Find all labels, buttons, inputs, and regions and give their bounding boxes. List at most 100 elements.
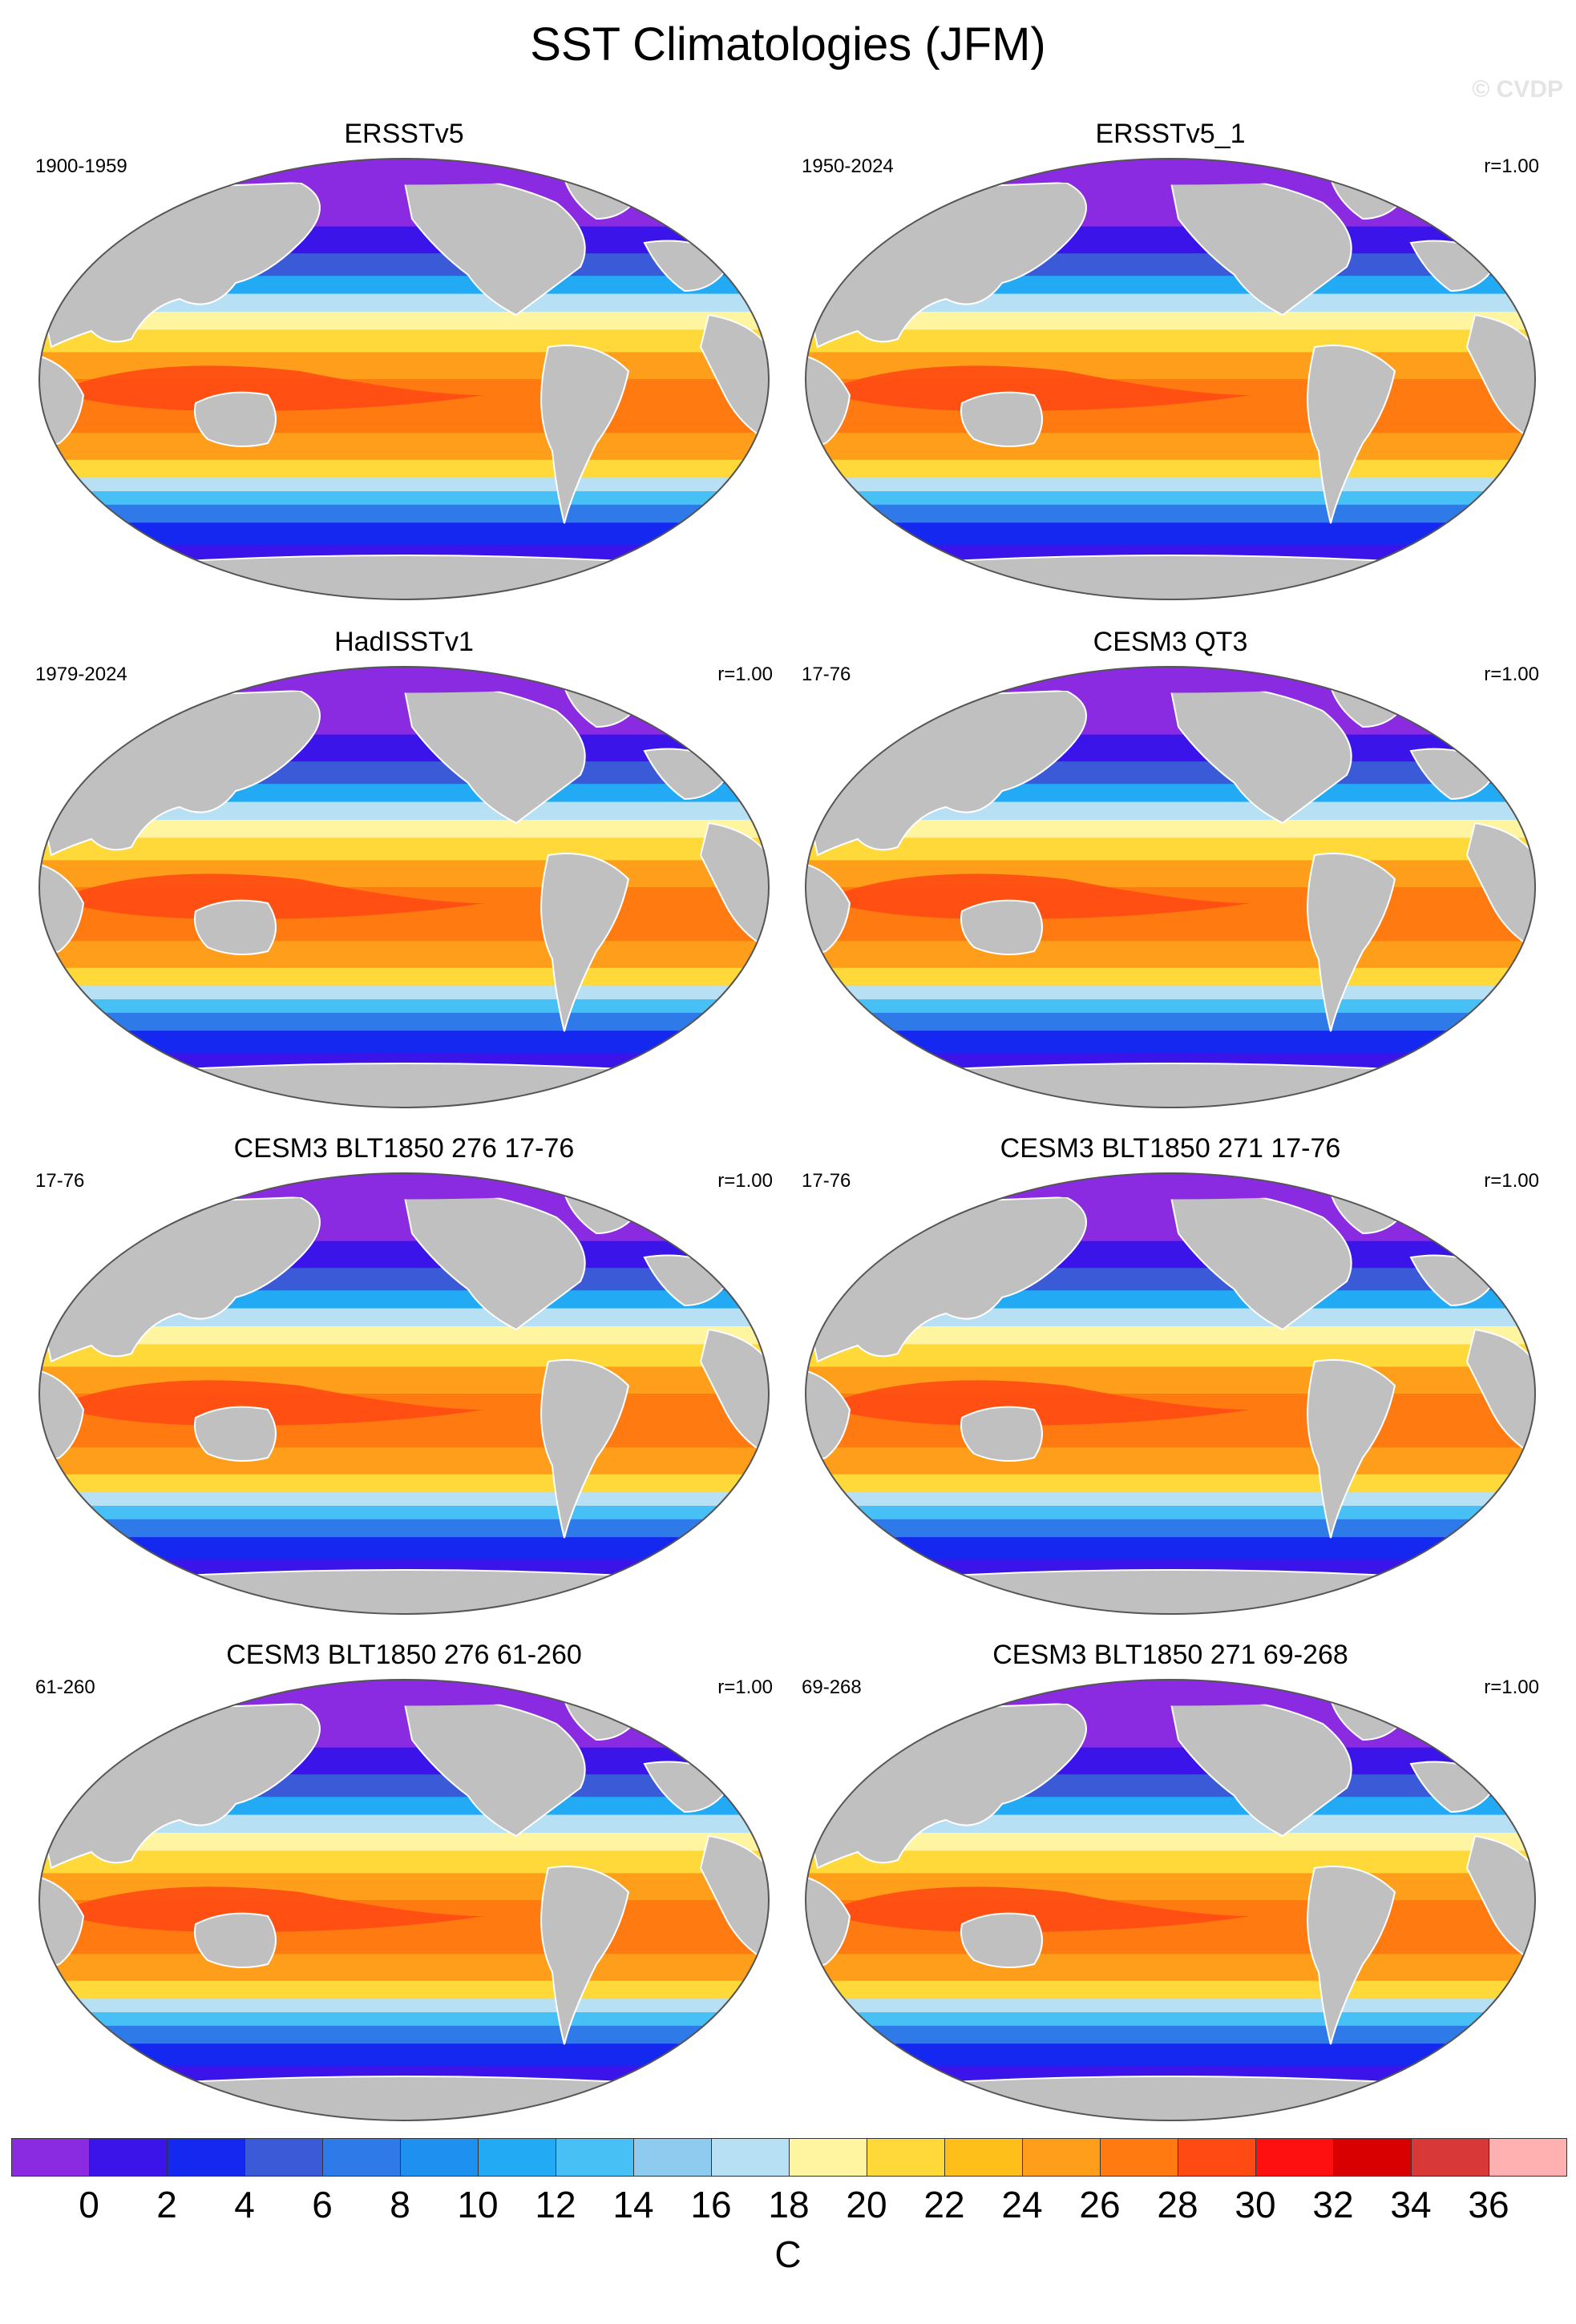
sst-band bbox=[806, 522, 1535, 547]
sst-band bbox=[39, 999, 769, 1014]
sst-band bbox=[806, 491, 1535, 506]
sst-map bbox=[805, 1172, 1536, 1615]
sst-band bbox=[806, 820, 1535, 839]
colorbar-tick-label: 24 bbox=[1001, 2184, 1043, 2225]
map-panel: CESM3 BLT1850 271 69-268 69-268 r=1.00 bbox=[802, 1640, 1539, 2128]
warm-pool bbox=[834, 1380, 1251, 1426]
sst-band bbox=[39, 504, 769, 524]
sst-band bbox=[806, 1012, 1535, 1032]
sst-band bbox=[806, 1814, 1535, 1834]
land-mass bbox=[960, 1406, 1043, 1462]
map-panel: CESM3 BLT1850 271 17-76 17-76 r=1.00 bbox=[802, 1133, 1539, 1622]
colorbar-tick-label: 6 bbox=[312, 2184, 333, 2225]
sst-band bbox=[806, 1492, 1535, 1507]
warm-pool bbox=[67, 874, 484, 919]
land-mass bbox=[960, 391, 1043, 447]
map-panel: ERSSTv5 1900-1959 bbox=[35, 119, 773, 607]
sst-band bbox=[39, 837, 769, 861]
sst-band bbox=[39, 2044, 769, 2068]
sst-band bbox=[806, 986, 1535, 1000]
panel-correlation: r=1.00 bbox=[1484, 1676, 1539, 1698]
colorbar-tick-label: 12 bbox=[535, 2184, 576, 2225]
sst-map bbox=[38, 1679, 770, 2121]
colorbar-tick-label: 2 bbox=[156, 2184, 177, 2225]
colorbar-tick-label: 14 bbox=[612, 2184, 654, 2225]
sst-band bbox=[39, 1474, 769, 1494]
land-mass bbox=[1465, 1834, 1535, 1966]
sst-band bbox=[39, 1814, 769, 1834]
colorbar-tick-label: 8 bbox=[390, 2184, 410, 2225]
sst-band bbox=[806, 2025, 1535, 2045]
land-mass bbox=[1465, 1328, 1535, 1459]
sst-map bbox=[805, 1679, 1536, 2121]
colorbar-swatch bbox=[322, 2138, 401, 2177]
sst-band bbox=[39, 986, 769, 1000]
colorbar-swatch bbox=[1178, 2138, 1256, 2177]
panel-title: CESM3 BLT1850 271 69-268 bbox=[992, 1640, 1348, 1670]
land-mass bbox=[194, 391, 277, 447]
colorbar-swatch bbox=[1100, 2138, 1178, 2177]
sst-band bbox=[806, 837, 1535, 861]
panel-years: 17-76 bbox=[35, 1170, 85, 1192]
map-panel: CESM3 BLT1850 276 61-260 61-260 r=1.00 bbox=[35, 1640, 773, 2128]
panel-title: ERSSTv5_1 bbox=[1095, 119, 1246, 149]
sst-band bbox=[806, 1308, 1535, 1327]
land-mass bbox=[540, 1359, 630, 1539]
panel-correlation: r=1.00 bbox=[1484, 664, 1539, 685]
colorbar-tick-label: 32 bbox=[1312, 2184, 1354, 2225]
sst-band bbox=[39, 1447, 769, 1475]
colorbar bbox=[11, 2138, 1567, 2178]
sst-band bbox=[39, 293, 769, 313]
colorbar-swatch bbox=[711, 2138, 790, 2177]
land-mass bbox=[540, 853, 630, 1032]
colorbar-swatch bbox=[1489, 2138, 1567, 2177]
colorbar-swatch bbox=[1333, 2138, 1412, 2177]
sst-band bbox=[806, 1447, 1535, 1475]
sst-map bbox=[38, 158, 770, 600]
sst-band bbox=[806, 1833, 1535, 1852]
sst-band bbox=[39, 1954, 769, 1982]
land-mass bbox=[1307, 345, 1396, 524]
colorbar-swatch bbox=[1411, 2138, 1489, 2177]
land-mass bbox=[1307, 1866, 1396, 2045]
sst-band bbox=[39, 2025, 769, 2045]
sst-band bbox=[39, 491, 769, 506]
land-mass bbox=[806, 1569, 1535, 1614]
cvdp-watermark: © CVDP bbox=[1472, 76, 1563, 103]
panel-title: CESM3 QT3 bbox=[1093, 627, 1248, 657]
colorbar-tick-label: 36 bbox=[1468, 2184, 1509, 2225]
land-mass bbox=[1169, 1697, 1352, 1838]
sst-band bbox=[806, 2012, 1535, 2027]
land-mass bbox=[1169, 176, 1352, 317]
land-mass bbox=[1307, 1359, 1396, 1539]
colorbar-swatch bbox=[789, 2138, 867, 2177]
colorbar-tick-label: 26 bbox=[1079, 2184, 1121, 2225]
colorbar-tick-label: 28 bbox=[1157, 2184, 1198, 2225]
land-mass bbox=[960, 899, 1043, 955]
sst-band bbox=[806, 1326, 1535, 1346]
panel-years: 17-76 bbox=[802, 664, 851, 685]
sst-band bbox=[39, 1012, 769, 1032]
panel-years: 1950-2024 bbox=[802, 155, 894, 177]
land-mass bbox=[194, 1406, 277, 1462]
sst-band bbox=[39, 459, 769, 479]
land-mass bbox=[960, 1912, 1043, 1968]
sst-band bbox=[806, 1344, 1535, 1368]
colorbar-swatch bbox=[400, 2138, 479, 2177]
land-mass bbox=[806, 1063, 1535, 1108]
sst-band bbox=[806, 801, 1535, 821]
colorbar-tick-label: 20 bbox=[846, 2184, 887, 2225]
land-mass bbox=[402, 1697, 586, 1838]
land-mass bbox=[806, 555, 1535, 599]
sst-band bbox=[39, 1980, 769, 2000]
colorbar-tick-label: 22 bbox=[923, 2184, 965, 2225]
land-mass bbox=[402, 176, 586, 317]
land-mass bbox=[1307, 853, 1396, 1032]
sst-band bbox=[39, 329, 769, 353]
land-mass bbox=[39, 1063, 769, 1108]
panel-title: ERSSTv5 bbox=[344, 119, 464, 149]
panel-years: 61-260 bbox=[35, 1676, 95, 1698]
sst-band bbox=[806, 1506, 1535, 1520]
land-mass bbox=[39, 555, 769, 599]
colorbar-swatch bbox=[11, 2138, 90, 2177]
